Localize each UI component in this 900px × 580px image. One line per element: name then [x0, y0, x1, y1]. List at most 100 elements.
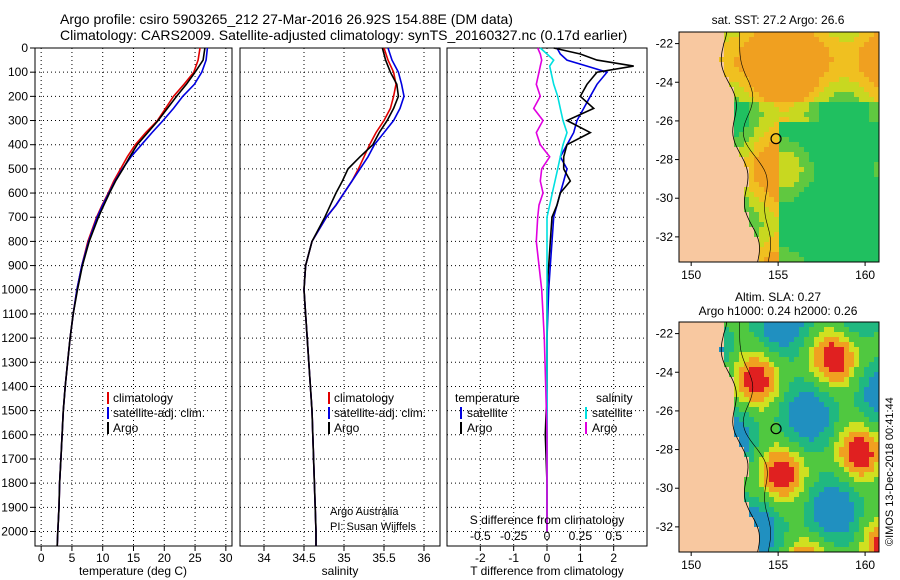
- map-cell: [734, 92, 740, 98]
- map-cell: [874, 522, 880, 528]
- map-cell: [719, 547, 725, 553]
- map-cell: [794, 257, 800, 263]
- map-cell: [869, 367, 875, 373]
- map-cell: [714, 112, 720, 118]
- map-cell: [854, 392, 860, 398]
- map-cell: [749, 432, 755, 438]
- map-cell: [679, 172, 685, 178]
- map-cell: [779, 387, 785, 393]
- map-cell: [774, 407, 780, 413]
- map-cell: [734, 142, 740, 148]
- map-cell: [719, 127, 725, 133]
- map-cell: [819, 547, 825, 553]
- map-cell: [829, 542, 835, 548]
- depth-tick-label: 400: [8, 138, 28, 152]
- map-cell: [874, 42, 880, 48]
- map-cell: [864, 482, 870, 488]
- map-cell: [769, 362, 775, 368]
- map-cell: [859, 387, 865, 393]
- map-cell: [754, 332, 760, 338]
- map-cell: [794, 472, 800, 478]
- map-cell: [754, 387, 760, 393]
- map-cell: [844, 387, 850, 393]
- map-cell: [744, 517, 750, 523]
- map-cell: [804, 392, 810, 398]
- map-cell: [874, 357, 880, 363]
- map-cell: [864, 442, 870, 448]
- map-cell: [869, 157, 875, 163]
- map-cell: [704, 337, 710, 343]
- map-cell: [829, 437, 835, 443]
- map-cell: [859, 172, 865, 178]
- map-cell: [739, 147, 745, 153]
- map-cell: [849, 457, 855, 463]
- map-cell: [754, 87, 760, 93]
- map-cell: [724, 132, 730, 138]
- map-cell: [804, 477, 810, 483]
- map-cell: [814, 547, 820, 553]
- map-cell: [699, 227, 705, 233]
- map-cell: [839, 67, 845, 73]
- map-cell: [719, 77, 725, 83]
- map-cell: [814, 72, 820, 78]
- map-cell: [699, 202, 705, 208]
- map-cell: [874, 217, 880, 223]
- map-cell: [824, 62, 830, 68]
- map-cell: [859, 407, 865, 413]
- map-cell: [869, 407, 875, 413]
- map-cell: [739, 507, 745, 513]
- map-cell: [724, 372, 730, 378]
- map-cell: [859, 527, 865, 533]
- map-cell: [744, 252, 750, 258]
- map-cell: [744, 52, 750, 58]
- map-cell: [819, 192, 825, 198]
- map-cell: [834, 152, 840, 158]
- legend-temperature-heading: temperature: [455, 391, 520, 405]
- map-cell: [874, 177, 880, 183]
- map-cell: [699, 532, 705, 538]
- map-cell: [709, 382, 715, 388]
- map-cell: [769, 47, 775, 53]
- map-cell: [854, 237, 860, 243]
- map-cell: [804, 327, 810, 333]
- map-cell: [724, 527, 730, 533]
- map-cell: [734, 347, 740, 353]
- map-cell: [819, 92, 825, 98]
- map-cell: [679, 232, 685, 238]
- map-cell: [694, 142, 700, 148]
- map-cell: [764, 372, 770, 378]
- map-cell: [724, 522, 730, 528]
- map-cell: [739, 392, 745, 398]
- map-cell: [774, 457, 780, 463]
- map-cell: [764, 212, 770, 218]
- map-cell: [864, 172, 870, 178]
- map-cell: [734, 362, 740, 368]
- map-cell: [749, 257, 755, 263]
- map-cell: [684, 67, 690, 73]
- map-cell: [834, 522, 840, 528]
- map-cell: [784, 377, 790, 383]
- map-cell: [704, 422, 710, 428]
- map-cell: [789, 507, 795, 513]
- map-cell: [814, 82, 820, 88]
- map-cell: [719, 447, 725, 453]
- map-cell: [679, 352, 685, 358]
- map-cell: [754, 72, 760, 78]
- map-cell: [784, 157, 790, 163]
- map-cell: [874, 257, 880, 263]
- map-cell: [859, 252, 865, 258]
- map-cell: [849, 77, 855, 83]
- map-cell: [719, 137, 725, 143]
- map-cell: [679, 207, 685, 213]
- map-cell: [734, 67, 740, 73]
- map-cell: [774, 362, 780, 368]
- map-cell: [734, 112, 740, 118]
- map-cell: [859, 217, 865, 223]
- map-cell: [769, 112, 775, 118]
- map-cell: [684, 342, 690, 348]
- map-cell: [759, 432, 765, 438]
- map-cell: [749, 532, 755, 538]
- map-cell: [854, 72, 860, 78]
- map-cell: [759, 527, 765, 533]
- map-cell: [854, 197, 860, 203]
